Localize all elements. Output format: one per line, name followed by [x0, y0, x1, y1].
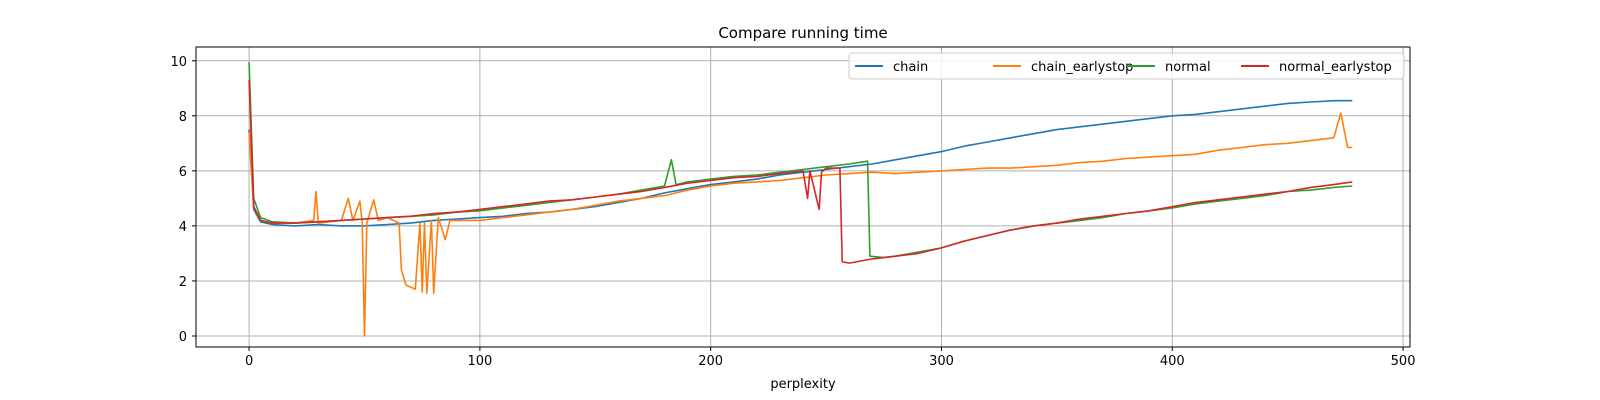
series-line-chain-earlystop — [248, 112, 1353, 337]
series-lines — [248, 62, 1353, 337]
legend-label: normal_earlystop — [1279, 60, 1392, 75]
y-tick-label: 8 — [179, 110, 187, 125]
x-axis-label: perplexity — [770, 377, 836, 392]
chart-title: Compare running time — [718, 24, 887, 42]
axis-ticks: 0 100 200 300 400 500 0 2 4 6 8 10 — [170, 55, 1415, 369]
legend: chain chain_earlystop normal normal_earlyst… — [848, 52, 1405, 80]
y-tick-label: 2 — [179, 275, 187, 290]
x-tick-label: 400 — [1160, 354, 1185, 369]
legend-label: chain — [893, 60, 928, 75]
series-line-normal-earlystop — [248, 79, 1353, 264]
x-tick-label: 300 — [929, 354, 954, 369]
y-tick-label: 4 — [179, 220, 187, 235]
plot-frame — [195, 46, 1411, 348]
legend-box — [848, 52, 1405, 80]
x-tick-label: 100 — [467, 354, 492, 369]
y-tick-label: 10 — [170, 55, 187, 70]
y-tick-label: 6 — [179, 165, 187, 180]
x-tick-label: 500 — [1391, 354, 1416, 369]
series-line-chain — [248, 99, 1353, 227]
legend-label: chain_earlystop — [1031, 60, 1133, 75]
x-tick-label: 200 — [698, 354, 723, 369]
legend-label: normal — [1165, 60, 1211, 75]
x-tick-label: 0 — [245, 354, 253, 369]
y-tick-label: 0 — [179, 330, 187, 345]
